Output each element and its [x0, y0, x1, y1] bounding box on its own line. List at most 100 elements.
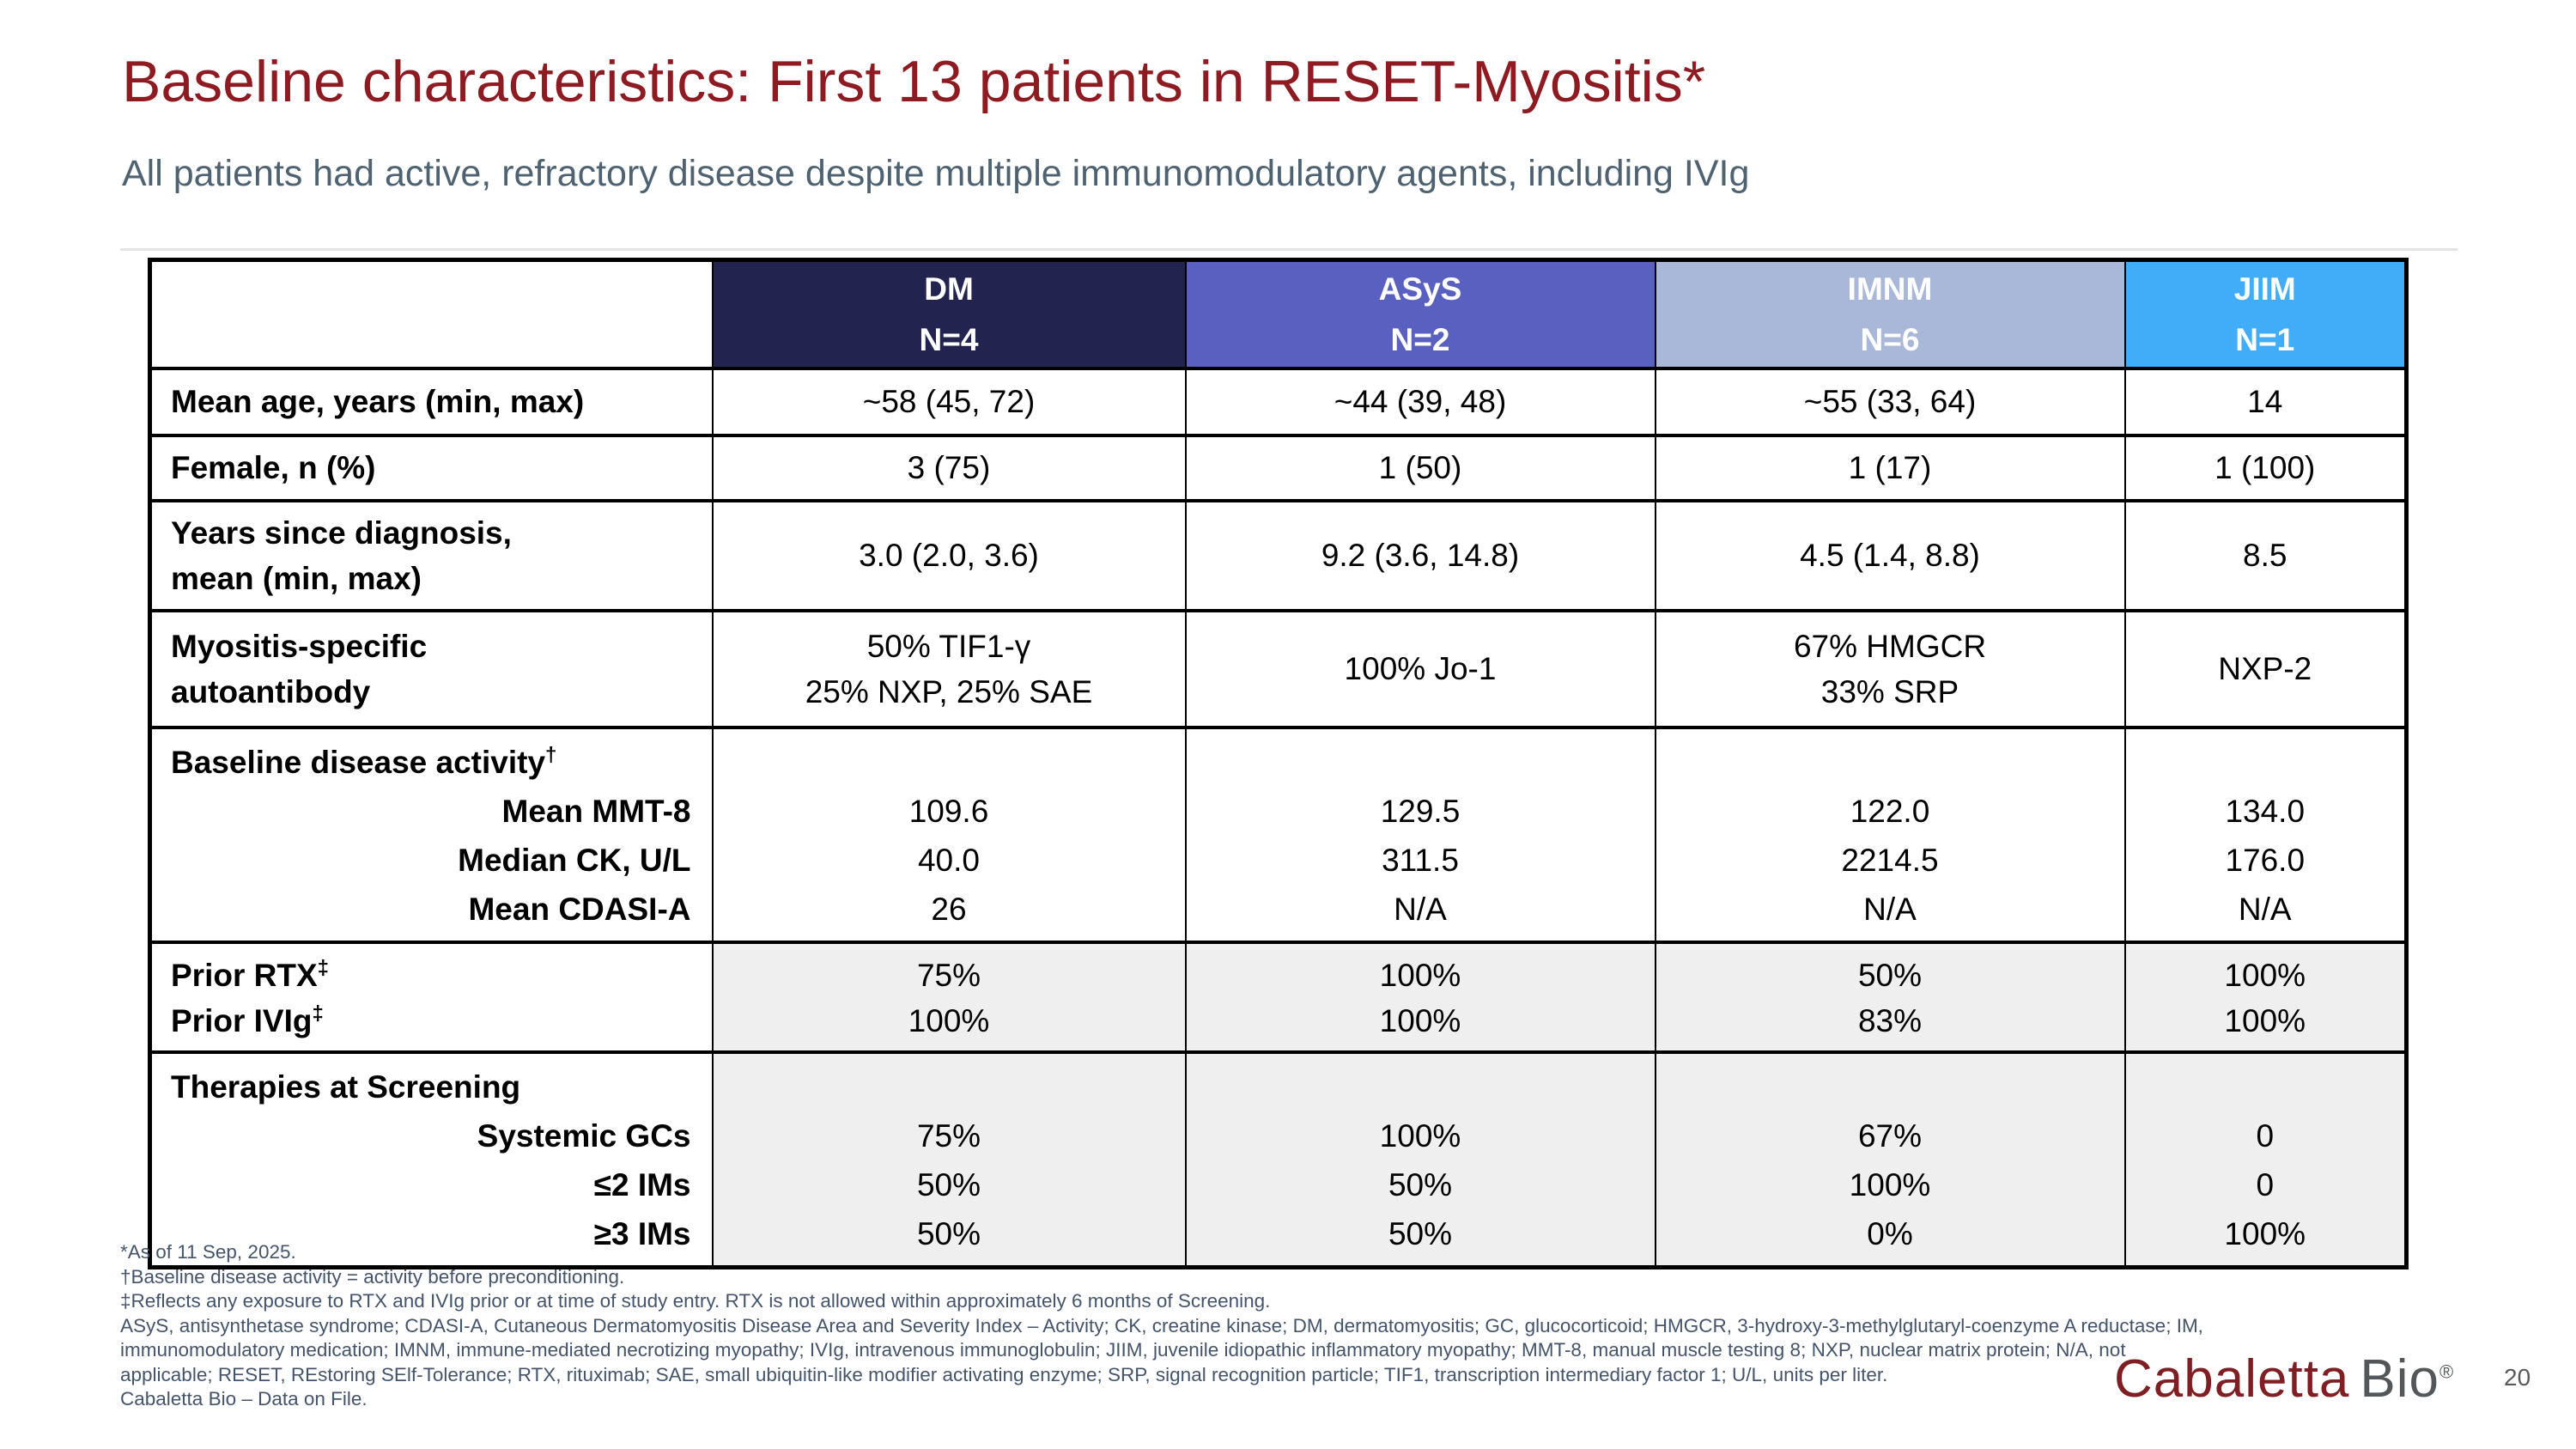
cell-autoantibody-dm-line1: 50% TIF1-γ	[866, 628, 1031, 664]
cell-autoantibody-imnm: 67% HMGCR 33% SRP	[1654, 608, 2126, 729]
cell-years-asys: 9.2 (3.6, 14.8)	[1184, 498, 1656, 612]
row-label-years-line1: Years since diagnosis,	[171, 514, 512, 551]
cell-cdasi-jiim: N/A	[2238, 891, 2292, 927]
footnote-dagger: †Baseline disease activity = activity be…	[120, 1265, 625, 1288]
cell-autoantibody-imnm-line1: 67% HMGCR	[1793, 628, 1987, 664]
cell-autoantibody-jiim: NXP-2	[2123, 608, 2408, 729]
logo-cabaletta: Cabaletta	[2114, 1349, 2350, 1409]
cell-therapies-jiim: 0 0 100%	[2123, 1050, 2408, 1269]
cell-prior-imnm: 50% 83%	[1654, 940, 2126, 1054]
cell-activity-jiim: 134.0 176.0 N/A	[2123, 725, 2408, 944]
cell-ge3ims-jiim: 100%	[2224, 1215, 2306, 1251]
logo-bio: Bio	[2360, 1349, 2440, 1409]
cell-ck-imnm: 2214.5	[1841, 842, 1939, 878]
divider-line	[120, 248, 2458, 251]
cell-years-jiim: 8.5	[2123, 498, 2408, 612]
cell-female-imnm: 1 (17)	[1654, 433, 2126, 502]
sublabel-prior-rtx: Prior RTX‡	[152, 953, 712, 998]
cell-prior-ivig-asys: 100%	[1379, 1002, 1461, 1038]
disease-activity-header: Baseline disease activity†	[152, 738, 712, 787]
prior-rtx-ddagger: ‡	[317, 956, 329, 980]
table-row-female: Female, n (%) 3 (75) 1 (50) 1 (17) 1 (10…	[149, 433, 2408, 502]
cell-ck-dm: 40.0	[917, 842, 980, 878]
cell-cdasi-dm: 26	[931, 891, 967, 927]
column-header-dm-n: N=4	[919, 321, 979, 357]
footnote-ddagger: ‡Reflects any exposure to RTX and IVIg p…	[120, 1290, 1271, 1312]
cell-mmt8-imnm: 122.0	[1850, 793, 1930, 829]
sublabel-systemic-gcs: Systemic GCs	[477, 1117, 691, 1154]
cell-prior-jiim: 100% 100%	[2123, 940, 2408, 1054]
cell-gcs-imnm: 67%	[1857, 1117, 1923, 1154]
cabaletta-bio-logo: Cabaletta Bio®	[2114, 1349, 2454, 1409]
footnotes: *As of 11 Sep, 2025. †Baseline disease a…	[120, 1240, 2215, 1412]
cell-prior-rtx-dm: 75%	[916, 957, 981, 993]
cell-female-jiim: 1 (100)	[2123, 433, 2408, 502]
cell-prior-ivig-jiim: 100%	[2224, 1002, 2306, 1038]
row-label-autoantibody-line2: autoantibody	[171, 673, 371, 709]
cell-years-imnm: 4.5 (1.4, 8.8)	[1654, 498, 2126, 612]
column-header-jiim-name: JIIM	[2233, 271, 2296, 307]
row-label-prior-therapy: Prior RTX‡ Prior IVIg‡	[149, 940, 714, 1054]
footnote-asof: *As of 11 Sep, 2025.	[120, 1241, 296, 1263]
column-header-jiim: JIIM N=1	[2123, 258, 2408, 370]
sublabel-le2-ims: ≤2 IMs	[593, 1166, 691, 1202]
prior-ivig-ddagger: ‡	[312, 1002, 324, 1026]
cell-prior-ivig-dm: 100%	[908, 1002, 990, 1038]
column-header-asys-name: ASyS	[1378, 271, 1462, 307]
table-header-row: DM N=4 ASyS N=2 IMNM N=6 JIIM N=1	[149, 258, 2408, 370]
table-row-years-since-diagnosis: Years since diagnosis, mean (min, max) 3…	[149, 498, 2408, 612]
cell-le2ims-asys: 50%	[1388, 1166, 1453, 1202]
cell-prior-rtx-jiim: 100%	[2224, 957, 2306, 993]
row-label-female: Female, n (%)	[149, 433, 714, 502]
cell-activity-dm: 109.6 40.0 26	[711, 725, 1187, 944]
page-number: 20	[2504, 1364, 2531, 1391]
cell-age-imnm: ~55 (33, 64)	[1654, 366, 2126, 437]
cell-age-dm: ~58 (45, 72)	[711, 366, 1187, 437]
footnote-source: Cabaletta Bio – Data on File.	[120, 1388, 368, 1409]
cell-age-jiim: 14	[2123, 366, 2408, 437]
column-header-dm: DM N=4	[711, 258, 1187, 370]
column-header-asys-n: N=2	[1390, 321, 1450, 357]
sublabel-ck: Median CK, U/L	[458, 842, 691, 878]
cell-prior-asys: 100% 100%	[1184, 940, 1656, 1054]
cell-mmt8-asys: 129.5	[1380, 793, 1461, 829]
column-header-asys: ASyS N=2	[1184, 258, 1656, 370]
cell-gcs-dm: 75%	[916, 1117, 981, 1154]
table-row-therapies-at-screening: Therapies at Screening Systemic GCs ≤2 I…	[149, 1050, 2408, 1269]
sublabel-mmt8: Mean MMT-8	[501, 793, 691, 829]
column-header-imnm: IMNM N=6	[1654, 258, 2126, 370]
sublabel-ge3-ims: ≥3 IMs	[593, 1215, 691, 1251]
cell-mmt8-dm: 109.6	[908, 793, 989, 829]
disease-activity-header-text: Baseline disease activity	[171, 744, 546, 780]
cell-autoantibody-imnm-line2: 33% SRP	[1820, 673, 1959, 709]
cell-female-asys: 1 (50)	[1184, 433, 1656, 502]
sublabel-prior-ivig: Prior IVIg‡	[152, 998, 712, 1044]
cell-ck-asys: 311.5	[1382, 842, 1459, 878]
cell-prior-dm: 75% 100%	[711, 940, 1187, 1054]
cell-ge3ims-asys: 50%	[1388, 1215, 1453, 1251]
cell-activity-imnm: 122.0 2214.5 N/A	[1654, 725, 2126, 944]
column-header-imnm-name: IMNM	[1847, 271, 1933, 307]
cell-autoantibody-dm-line2: 25% NXP, 25% SAE	[805, 673, 1093, 709]
header-corner-cell	[149, 258, 714, 370]
row-label-therapies: Therapies at Screening Systemic GCs ≤2 I…	[149, 1050, 714, 1269]
page-title: Baseline characteristics: First 13 patie…	[122, 49, 1706, 114]
prior-ivig-text: Prior IVIg	[171, 1002, 313, 1038]
row-label-autoantibody-line1: Myositis-specific	[171, 628, 428, 664]
cell-therapies-asys: 100% 50% 50%	[1184, 1050, 1656, 1269]
sublabel-cdasi: Mean CDASI-A	[468, 891, 691, 927]
cell-ge3ims-dm: 50%	[916, 1215, 981, 1251]
cell-le2ims-jiim: 0	[2256, 1166, 2275, 1202]
cell-autoantibody-dm: 50% TIF1-γ 25% NXP, 25% SAE	[711, 608, 1187, 729]
column-header-imnm-n: N=6	[1860, 321, 1920, 357]
row-label-disease-activity: Baseline disease activity† Mean MMT-8 Me…	[149, 725, 714, 944]
row-label-years-line2: mean (min, max)	[171, 560, 422, 596]
cell-therapies-imnm: 67% 100% 0%	[1654, 1050, 2126, 1269]
cell-prior-ivig-imnm: 83%	[1857, 1002, 1923, 1038]
baseline-characteristics-table: DM N=4 ASyS N=2 IMNM N=6 JIIM N=1 Mean a…	[148, 258, 2409, 1269]
disease-activity-dagger: †	[545, 743, 557, 767]
column-header-dm-name: DM	[924, 271, 974, 307]
column-header-jiim-n: N=1	[2235, 321, 2295, 357]
table-row-disease-activity: Baseline disease activity† Mean MMT-8 Me…	[149, 725, 2408, 944]
